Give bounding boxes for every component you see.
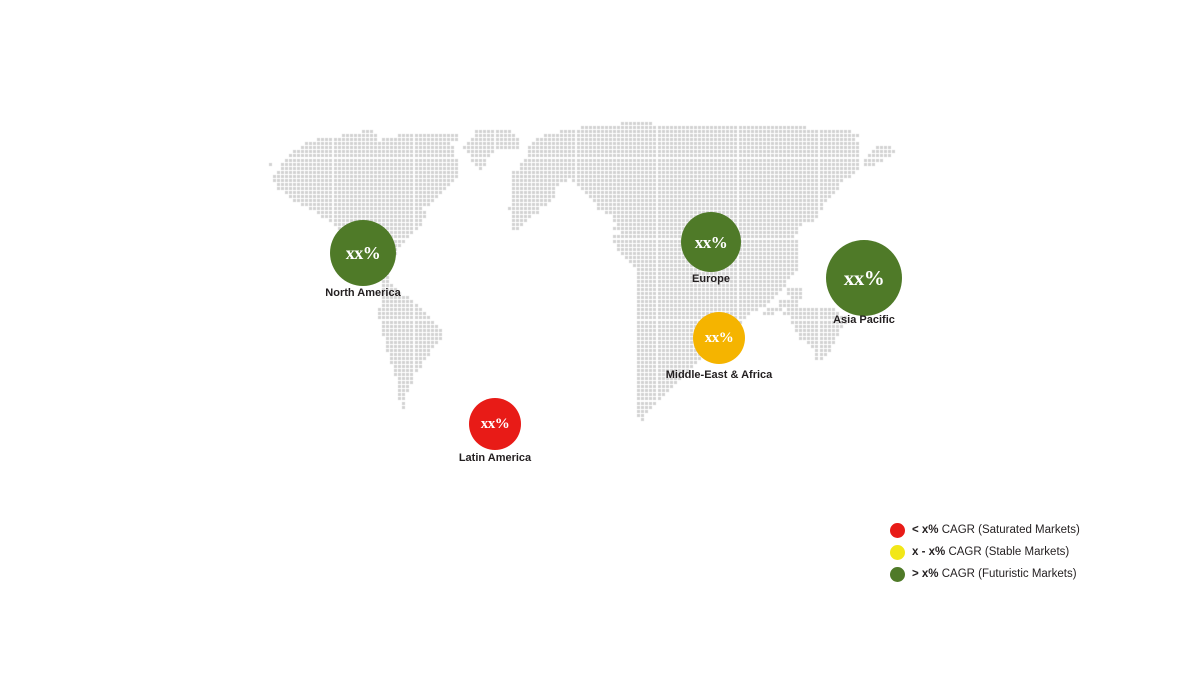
bubble-europe[interactable]: xx% [681, 212, 741, 272]
legend-range-saturated: < x% [912, 524, 939, 536]
legend-label-stable: x - x% CAGR (Stable Markets) [912, 546, 1069, 558]
bubble-value-europe: xx% [694, 232, 728, 252]
region-label-middle-east-africa: Middle-East & Africa [665, 369, 773, 381]
legend-label-saturated: < x% CAGR (Saturated Markets) [912, 524, 1080, 536]
region-label-asia-pacific: Asia Pacific [833, 314, 895, 326]
bubble-value-middle-east-africa: xx% [704, 329, 734, 346]
legend: < x% CAGR (Saturated Markets) x - x% CAGR… [890, 519, 1080, 585]
legend-label-futuristic: > x% CAGR (Futuristic Markets) [912, 568, 1077, 580]
legend-desc-saturated: CAGR (Saturated Markets) [938, 524, 1080, 536]
region-label-europe: Europe [692, 273, 730, 285]
bubble-value-north-america: xx% [345, 243, 381, 263]
region-label-north-america: North America [325, 287, 401, 299]
legend-item-futuristic[interactable]: > x% CAGR (Futuristic Markets) [890, 563, 1080, 585]
legend-desc-futuristic: CAGR (Futuristic Markets) [938, 568, 1077, 580]
bubble-asia-pacific[interactable]: xx% [826, 240, 902, 316]
legend-item-stable[interactable]: x - x% CAGR (Stable Markets) [890, 541, 1080, 563]
legend-item-saturated[interactable]: < x% CAGR (Saturated Markets) [890, 519, 1080, 541]
legend-range-futuristic: > x% [912, 568, 939, 580]
region-label-latin-america: Latin America [458, 452, 532, 464]
bubble-north-america[interactable]: xx% [330, 220, 396, 286]
bubble-value-asia-pacific: xx% [843, 265, 885, 290]
legend-dot-futuristic [890, 566, 905, 582]
legend-dot-stable [890, 544, 905, 560]
legend-range-stable: x - x% [912, 546, 946, 558]
legend-dot-saturated [890, 522, 905, 538]
legend-desc-stable: CAGR (Stable Markets) [945, 546, 1070, 558]
bubble-latin-america[interactable]: xx% [469, 398, 521, 450]
bubble-middle-east-africa[interactable]: xx% [693, 312, 745, 364]
bubble-value-latin-america: xx% [480, 415, 510, 432]
